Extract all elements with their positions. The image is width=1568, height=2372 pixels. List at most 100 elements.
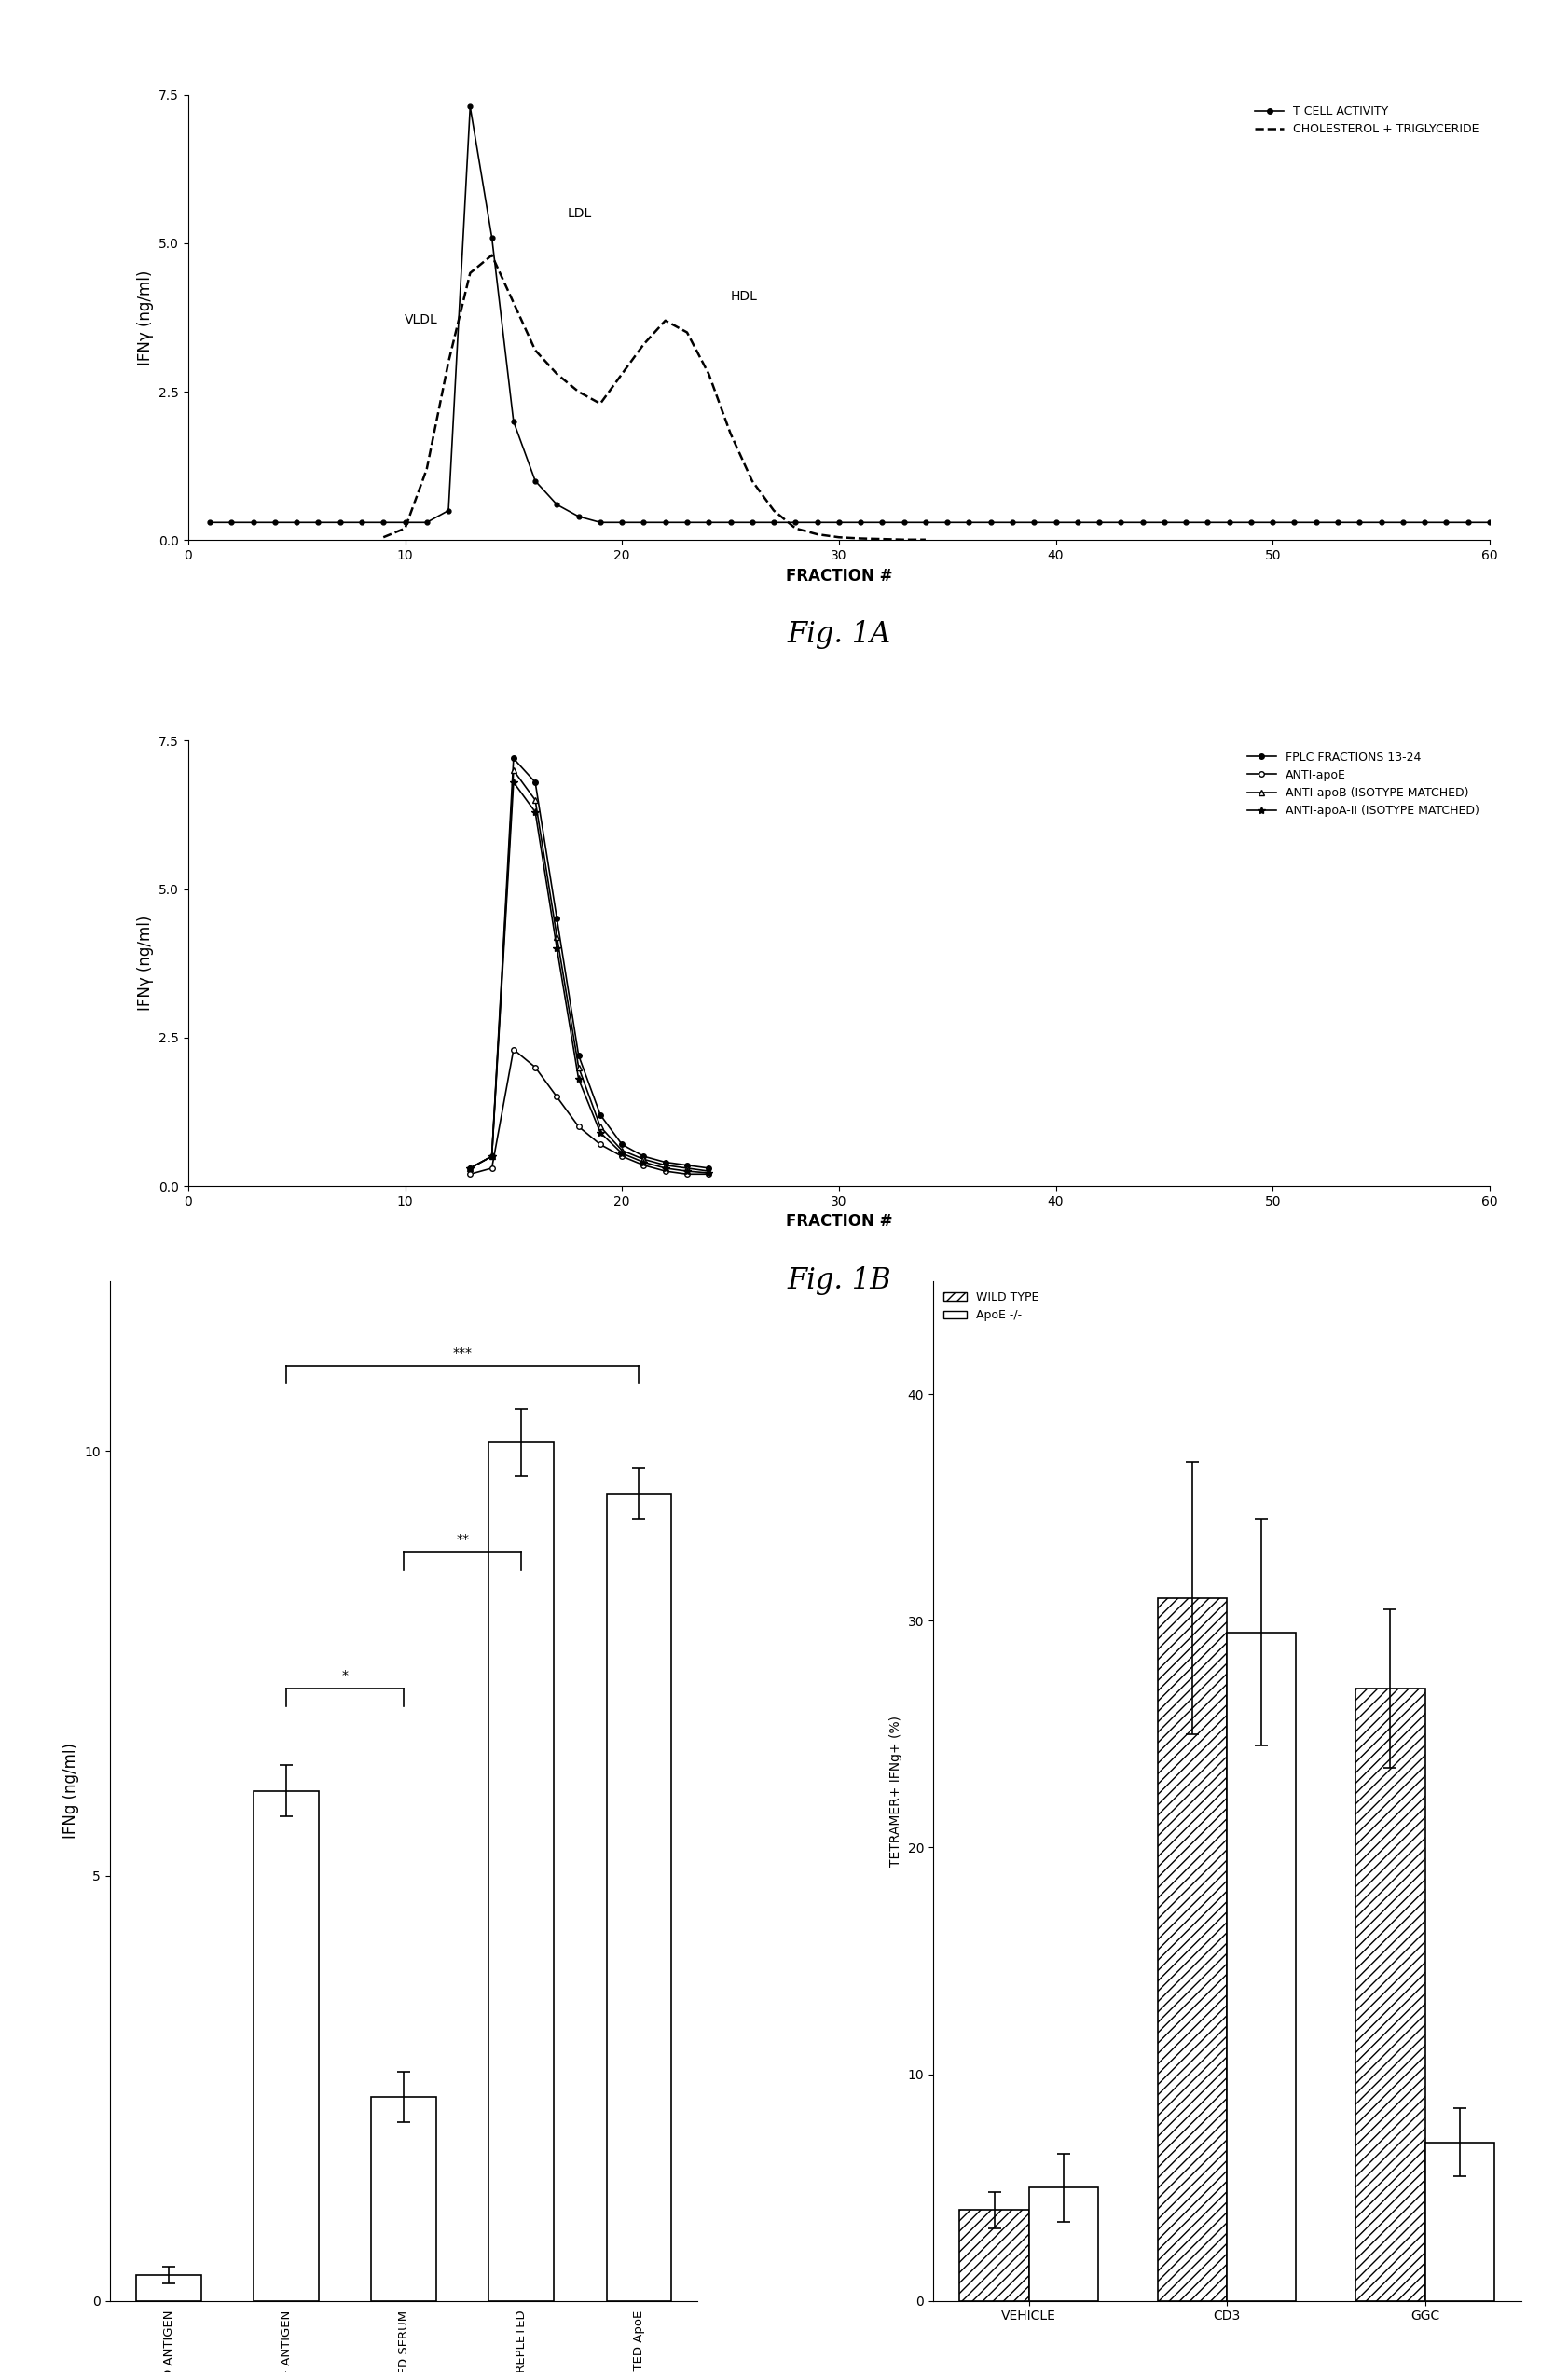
ANTI-apoE	[547, 1082, 566, 1110]
ANTI-apoB (ISOTYPE MATCHED)	[633, 1146, 652, 1174]
Bar	[1425, 2142, 1494, 2301]
CHOLESTEROL + TRIGLYCERIDE	[743, 467, 762, 496]
ANTI-apoA-II (ISOTYPE MATCHED)	[677, 1158, 696, 1186]
ANTI-apoB (ISOTYPE MATCHED)	[569, 1053, 588, 1082]
CHOLESTEROL + TRIGLYCERIDE	[808, 519, 826, 548]
CHOLESTEROL + TRIGLYCERIDE	[591, 389, 610, 417]
FPLC FRACTIONS 13-24	[483, 1141, 502, 1169]
Bar	[1226, 1632, 1297, 2301]
Text: *: *	[342, 1670, 348, 1682]
Text: Fig. 1A: Fig. 1A	[787, 621, 891, 650]
FPLC FRACTIONS 13-24	[503, 745, 522, 773]
CHOLESTEROL + TRIGLYCERIDE	[483, 242, 502, 270]
Bar	[607, 1494, 671, 2301]
FPLC FRACTIONS 13-24	[461, 1153, 480, 1181]
CHOLESTEROL + TRIGLYCERIDE	[786, 515, 804, 543]
CHOLESTEROL + TRIGLYCERIDE	[916, 527, 935, 555]
Bar	[1029, 2187, 1098, 2301]
T CELL ACTIVITY	[1025, 508, 1044, 536]
Legend: FPLC FRACTIONS 13-24, ANTI-apoE, ANTI-apoB (ISOTYPE MATCHED), ANTI-apoA-II (ISOT: FPLC FRACTIONS 13-24, ANTI-apoE, ANTI-ap…	[1242, 747, 1483, 821]
FPLC FRACTIONS 13-24	[655, 1148, 674, 1177]
Bar	[489, 1442, 554, 2301]
T CELL ACTIVITY	[591, 508, 610, 536]
ANTI-apoE	[569, 1112, 588, 1141]
ANTI-apoA-II (ISOTYPE MATCHED)	[503, 769, 522, 797]
T CELL ACTIVITY	[417, 508, 436, 536]
ANTI-apoB (ISOTYPE MATCHED)	[483, 1141, 502, 1169]
Text: VLDL: VLDL	[405, 313, 437, 327]
Line: ANTI-apoB (ISOTYPE MATCHED): ANTI-apoB (ISOTYPE MATCHED)	[467, 766, 712, 1174]
Y-axis label: IFNg (ng/ml): IFNg (ng/ml)	[63, 1743, 78, 1838]
CHOLESTEROL + TRIGLYCERIDE	[503, 289, 522, 318]
ANTI-apoB (ISOTYPE MATCHED)	[461, 1153, 480, 1181]
ANTI-apoA-II (ISOTYPE MATCHED)	[591, 1117, 610, 1146]
Text: **: **	[456, 1532, 469, 1547]
Text: LDL: LDL	[568, 206, 593, 221]
Legend: T CELL ACTIVITY, CHOLESTEROL + TRIGLYCERIDE: T CELL ACTIVITY, CHOLESTEROL + TRIGLYCER…	[1250, 100, 1483, 140]
ANTI-apoE	[461, 1160, 480, 1188]
Line: T CELL ACTIVITY: T CELL ACTIVITY	[207, 104, 1491, 524]
ANTI-apoB (ISOTYPE MATCHED)	[677, 1153, 696, 1181]
ANTI-apoB (ISOTYPE MATCHED)	[613, 1136, 632, 1165]
ANTI-apoA-II (ISOTYPE MATCHED)	[699, 1158, 718, 1186]
X-axis label: FRACTION #: FRACTION #	[786, 567, 892, 584]
ANTI-apoA-II (ISOTYPE MATCHED)	[461, 1153, 480, 1181]
Y-axis label: IFNγ (ng/ml): IFNγ (ng/ml)	[136, 270, 154, 365]
Y-axis label: IFNγ (ng/ml): IFNγ (ng/ml)	[136, 916, 154, 1010]
Bar	[1356, 1689, 1425, 2301]
CHOLESTEROL + TRIGLYCERIDE	[569, 377, 588, 406]
FPLC FRACTIONS 13-24	[677, 1150, 696, 1179]
ANTI-apoE	[613, 1141, 632, 1169]
ANTI-apoA-II (ISOTYPE MATCHED)	[569, 1065, 588, 1093]
Bar	[372, 2097, 436, 2301]
ANTI-apoA-II (ISOTYPE MATCHED)	[613, 1139, 632, 1167]
Line: CHOLESTEROL + TRIGLYCERIDE: CHOLESTEROL + TRIGLYCERIDE	[383, 256, 925, 541]
CHOLESTEROL + TRIGLYCERIDE	[439, 349, 458, 377]
CHOLESTEROL + TRIGLYCERIDE	[894, 527, 913, 555]
Legend: WILD TYPE, ApoE -/-: WILD TYPE, ApoE -/-	[939, 1286, 1044, 1326]
CHOLESTEROL + TRIGLYCERIDE	[613, 361, 632, 389]
ANTI-apoE	[699, 1160, 718, 1188]
CHOLESTEROL + TRIGLYCERIDE	[373, 524, 392, 553]
FPLC FRACTIONS 13-24	[633, 1141, 652, 1169]
CHOLESTEROL + TRIGLYCERIDE	[547, 361, 566, 389]
CHOLESTEROL + TRIGLYCERIDE	[395, 515, 414, 543]
CHOLESTEROL + TRIGLYCERIDE	[461, 259, 480, 287]
ANTI-apoB (ISOTYPE MATCHED)	[699, 1158, 718, 1186]
ANTI-apoA-II (ISOTYPE MATCHED)	[525, 797, 544, 825]
ANTI-apoE	[525, 1053, 544, 1082]
Text: Fig. 1B: Fig. 1B	[787, 1267, 891, 1295]
T CELL ACTIVITY	[201, 508, 220, 536]
Line: ANTI-apoE: ANTI-apoE	[467, 1046, 712, 1177]
FPLC FRACTIONS 13-24	[699, 1153, 718, 1181]
T CELL ACTIVITY	[461, 93, 480, 121]
FPLC FRACTIONS 13-24	[613, 1129, 632, 1158]
FPLC FRACTIONS 13-24	[525, 769, 544, 797]
Line: FPLC FRACTIONS 13-24: FPLC FRACTIONS 13-24	[467, 757, 712, 1172]
ANTI-apoA-II (ISOTYPE MATCHED)	[633, 1148, 652, 1177]
ANTI-apoB (ISOTYPE MATCHED)	[547, 923, 566, 951]
ANTI-apoE	[503, 1034, 522, 1063]
ANTI-apoB (ISOTYPE MATCHED)	[655, 1150, 674, 1179]
Bar	[254, 1791, 318, 2301]
CHOLESTEROL + TRIGLYCERIDE	[417, 455, 436, 484]
FPLC FRACTIONS 13-24	[591, 1101, 610, 1129]
CHOLESTEROL + TRIGLYCERIDE	[873, 524, 892, 553]
FPLC FRACTIONS 13-24	[547, 904, 566, 932]
T CELL ACTIVITY	[633, 508, 652, 536]
FPLC FRACTIONS 13-24	[569, 1041, 588, 1070]
Line: ANTI-apoA-II (ISOTYPE MATCHED): ANTI-apoA-II (ISOTYPE MATCHED)	[466, 778, 712, 1177]
X-axis label: FRACTION #: FRACTION #	[786, 1214, 892, 1231]
ANTI-apoA-II (ISOTYPE MATCHED)	[655, 1153, 674, 1181]
Bar	[136, 2275, 201, 2301]
Bar	[1157, 1599, 1226, 2301]
ANTI-apoE	[677, 1160, 696, 1188]
CHOLESTEROL + TRIGLYCERIDE	[721, 420, 740, 448]
ANTI-apoE	[655, 1158, 674, 1186]
CHOLESTEROL + TRIGLYCERIDE	[655, 306, 674, 334]
Y-axis label: TETRAMER+ IFNg+ (%): TETRAMER+ IFNg+ (%)	[889, 1715, 902, 1867]
CHOLESTEROL + TRIGLYCERIDE	[764, 496, 782, 524]
CHOLESTEROL + TRIGLYCERIDE	[699, 361, 718, 389]
Text: ***: ***	[453, 1345, 472, 1359]
Text: HDL: HDL	[731, 289, 757, 304]
